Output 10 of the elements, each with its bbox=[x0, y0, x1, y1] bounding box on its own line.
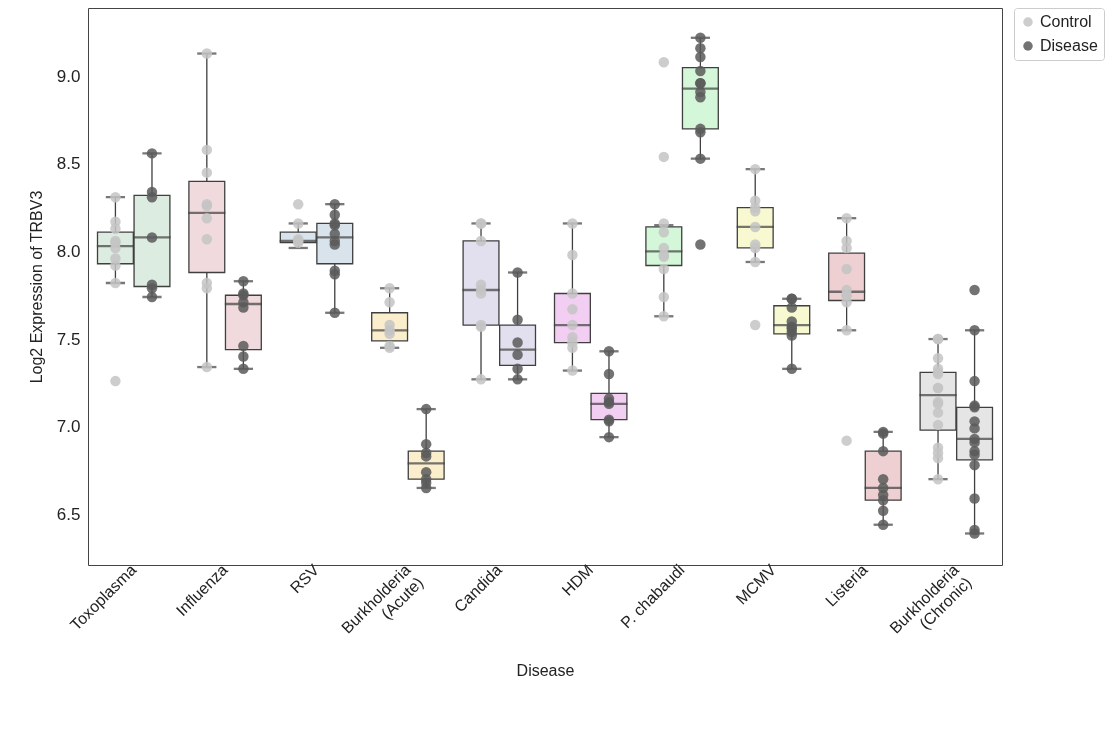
y-axis-title: Log2 Expression of TRBV3 bbox=[27, 190, 45, 384]
y-tick-label: 8.0 bbox=[56, 241, 81, 261]
y-tick-label: 7.0 bbox=[56, 417, 81, 437]
y-tick-label: 6.5 bbox=[56, 504, 81, 524]
y-tick-label: 7.5 bbox=[56, 329, 81, 349]
legend-label: Disease bbox=[1040, 37, 1098, 54]
y-tick-label: 9.0 bbox=[56, 66, 81, 86]
x-axis-title: Disease bbox=[516, 662, 575, 680]
legend-label: Control bbox=[1040, 13, 1092, 30]
y-tick-label: 8.5 bbox=[56, 154, 81, 174]
